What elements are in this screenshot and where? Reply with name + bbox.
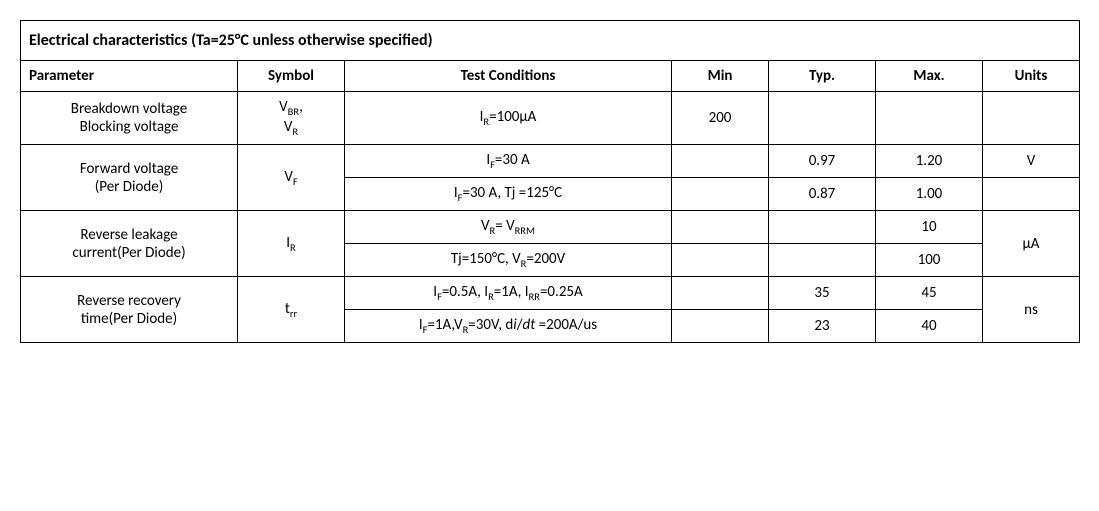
max-cell: 1.20 — [876, 145, 983, 178]
table-row: Breakdown voltageBlocking voltageVBR,VRI… — [21, 92, 1080, 145]
column-header: Max. — [876, 61, 983, 92]
parameter-cell: Reverse recoverytime(Per Diode) — [21, 277, 238, 343]
min-cell — [672, 244, 769, 277]
typ-cell — [769, 92, 876, 145]
symbol-cell: VF — [238, 145, 345, 211]
test-conditions-cell: IR=100μA — [345, 92, 672, 145]
test-conditions-cell: IF=30 A — [345, 145, 672, 178]
units-cell — [983, 178, 1080, 211]
min-cell — [672, 178, 769, 211]
units-cell — [983, 92, 1080, 145]
table-row: Forward voltage(Per Diode)VFIF=30 A0.971… — [21, 145, 1080, 178]
typ-cell: 35 — [769, 277, 876, 310]
electrical-characteristics-table: Electrical characteristics (Ta=25°C unle… — [20, 20, 1080, 343]
symbol-cell: trr — [238, 277, 345, 343]
column-header: Typ. — [769, 61, 876, 92]
max-cell: 1.00 — [876, 178, 983, 211]
test-conditions-cell: VR= VRRM — [345, 211, 672, 244]
typ-cell — [769, 211, 876, 244]
table-title: Electrical characteristics (Ta=25°C unle… — [21, 21, 1080, 61]
column-header: Symbol — [238, 61, 345, 92]
parameter-cell: Reverse leakagecurrent(Per Diode) — [21, 211, 238, 277]
table-row: Reverse recoverytime(Per Diode)trrIF=0.5… — [21, 277, 1080, 310]
max-cell: 45 — [876, 277, 983, 310]
typ-cell: 0.87 — [769, 178, 876, 211]
table-row: Reverse leakagecurrent(Per Diode)IRVR= V… — [21, 211, 1080, 244]
typ-cell: 23 — [769, 310, 876, 343]
typ-cell — [769, 244, 876, 277]
min-cell: 200 — [672, 92, 769, 145]
min-cell — [672, 277, 769, 310]
min-cell — [672, 145, 769, 178]
typ-cell: 0.97 — [769, 145, 876, 178]
test-conditions-cell: IF=1A,VR=30V, di/dt =200A/us — [345, 310, 672, 343]
units-cell: ns — [983, 277, 1080, 343]
max-cell: 100 — [876, 244, 983, 277]
test-conditions-cell: Tj=150°C, VR=200V — [345, 244, 672, 277]
symbol-cell: VBR,VR — [238, 92, 345, 145]
min-cell — [672, 310, 769, 343]
test-conditions-cell: IF=0.5A, IR=1A, IRR=0.25A — [345, 277, 672, 310]
min-cell — [672, 211, 769, 244]
test-conditions-cell: IF=30 A, Tj =125°C — [345, 178, 672, 211]
column-header: Parameter — [21, 61, 238, 92]
symbol-cell: IR — [238, 211, 345, 277]
column-header: Min — [672, 61, 769, 92]
column-header: Test Conditions — [345, 61, 672, 92]
units-cell: V — [983, 145, 1080, 178]
parameter-cell: Breakdown voltageBlocking voltage — [21, 92, 238, 145]
max-cell — [876, 92, 983, 145]
max-cell: 10 — [876, 211, 983, 244]
parameter-cell: Forward voltage(Per Diode) — [21, 145, 238, 211]
units-cell: μA — [983, 211, 1080, 277]
column-header: Units — [983, 61, 1080, 92]
max-cell: 40 — [876, 310, 983, 343]
